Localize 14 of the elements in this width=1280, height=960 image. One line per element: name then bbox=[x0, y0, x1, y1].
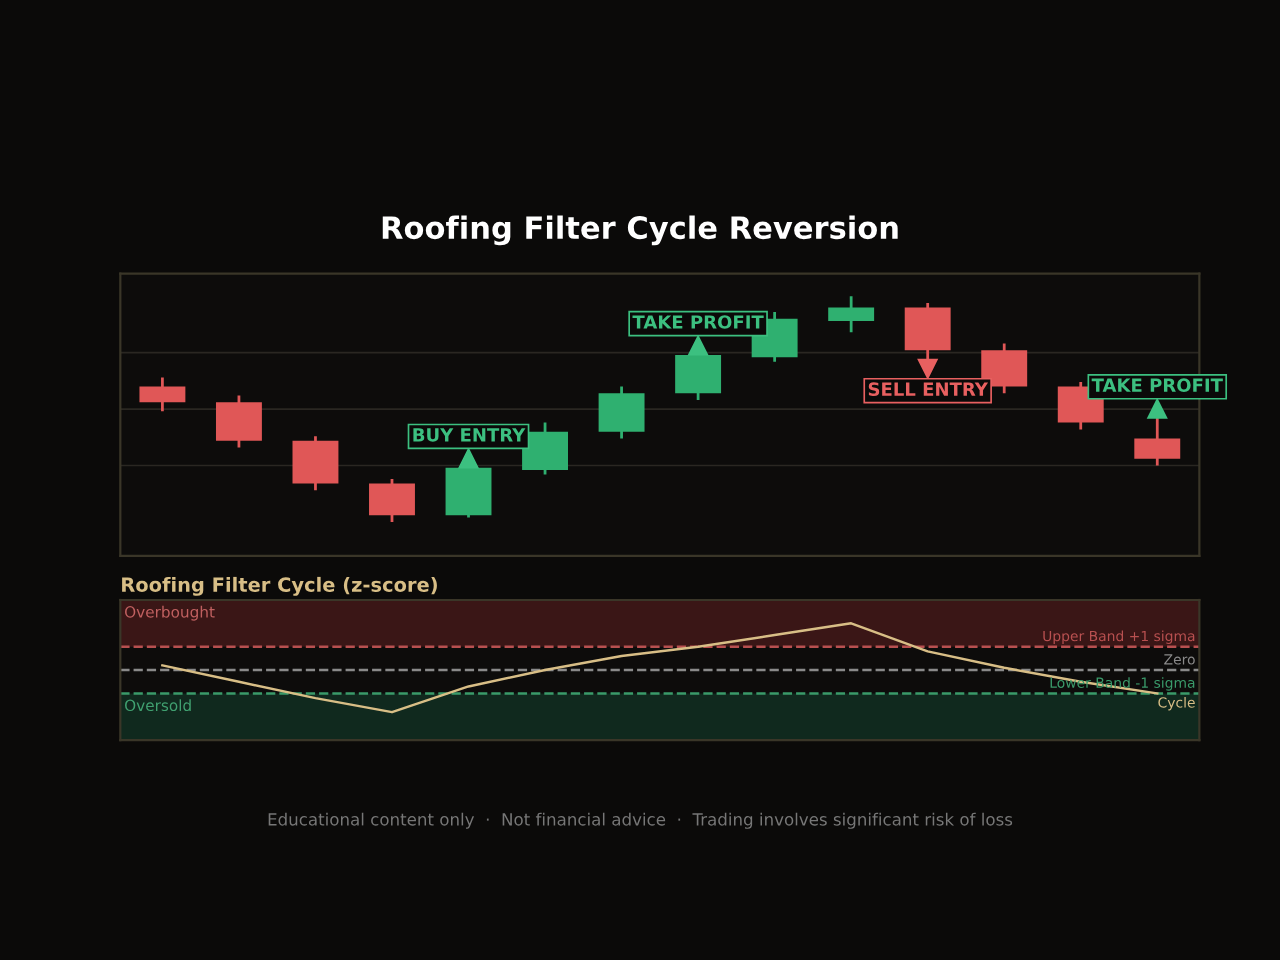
candlestick bbox=[215, 394, 262, 449]
annotation: BUY ENTRY bbox=[413, 428, 526, 442]
annotation: SELL ENTRY bbox=[868, 382, 989, 396]
annotation: TAKE PROFIT bbox=[632, 315, 764, 329]
candlestick bbox=[828, 294, 875, 334]
chart-title: Roofing Filter Cycle Reversion bbox=[382, 215, 898, 246]
candlestick bbox=[292, 434, 339, 492]
candlestick bbox=[598, 385, 645, 440]
candlestick bbox=[139, 376, 186, 413]
candlestick bbox=[522, 421, 569, 476]
chart-title: Roofing Filter Cycle (z-score) bbox=[122, 576, 437, 596]
text: Educational content only · Not financial advice · Trading involves significant risk of loss bbox=[268, 812, 1013, 829]
candlestick bbox=[369, 477, 415, 524]
annotation: TAKE PROFIT bbox=[1091, 378, 1223, 393]
